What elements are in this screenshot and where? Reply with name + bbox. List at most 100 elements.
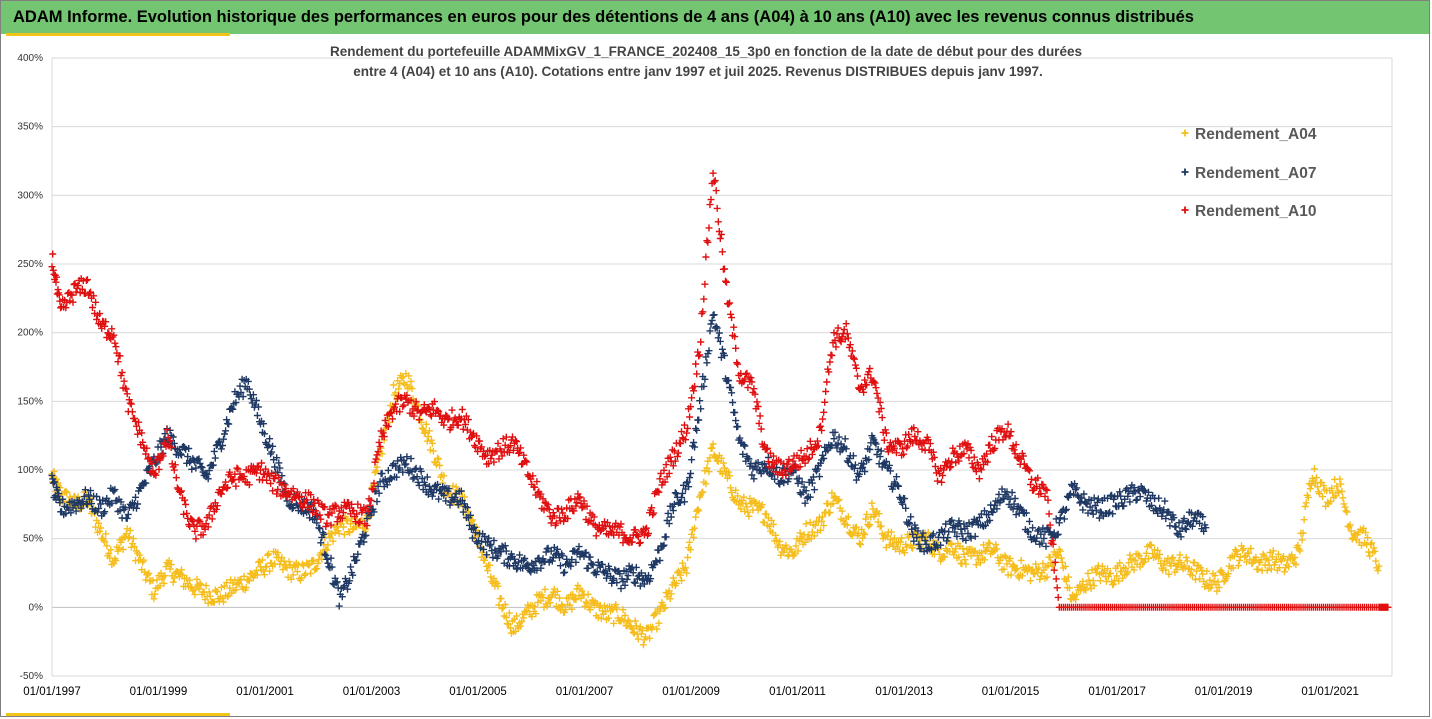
data-point — [314, 559, 322, 567]
data-point — [289, 571, 297, 579]
data-point — [1117, 492, 1125, 500]
data-point — [1300, 516, 1308, 524]
data-point — [105, 330, 113, 338]
data-point — [203, 471, 211, 478]
data-point — [590, 513, 598, 521]
data-point — [722, 277, 729, 285]
data-point — [151, 590, 159, 598]
data-point — [167, 444, 175, 451]
data-point — [687, 546, 695, 554]
data-point — [949, 444, 957, 452]
data-point — [741, 375, 749, 383]
data-point — [887, 528, 895, 536]
data-point — [171, 461, 179, 469]
data-point — [796, 529, 804, 537]
data-point — [605, 614, 613, 622]
data-point — [348, 500, 356, 508]
data-point — [886, 536, 894, 544]
data-point — [392, 462, 400, 470]
data-point — [815, 442, 822, 450]
data-point — [977, 466, 985, 474]
data-point — [530, 561, 538, 569]
data-point — [512, 627, 519, 635]
y-tick-label: 300% — [17, 190, 43, 201]
data-point — [499, 435, 507, 443]
y-tick-label: 150% — [17, 396, 43, 407]
data-point — [97, 500, 105, 508]
data-point — [435, 495, 443, 503]
data-point — [710, 178, 718, 186]
data-point — [571, 594, 579, 602]
data-point — [641, 525, 649, 533]
data-point — [221, 430, 228, 438]
gridlines — [51, 57, 1393, 677]
data-point — [1224, 570, 1232, 578]
data-point — [1263, 566, 1271, 574]
data-point — [1371, 547, 1379, 555]
data-point — [279, 491, 287, 499]
data-point — [1041, 492, 1049, 500]
data-point — [803, 494, 811, 502]
data-point — [1181, 206, 1189, 214]
data-point — [989, 508, 997, 516]
data-point — [1188, 522, 1196, 530]
data-point — [436, 462, 444, 469]
data-point — [509, 433, 516, 441]
data-point — [396, 464, 404, 472]
data-point — [706, 327, 714, 335]
data-point — [1247, 545, 1255, 552]
data-point — [479, 549, 487, 557]
data-point — [328, 530, 336, 538]
data-point — [637, 569, 645, 577]
data-point — [866, 365, 874, 372]
data-point — [1274, 550, 1282, 558]
data-point — [494, 582, 502, 590]
data-point — [393, 473, 401, 481]
data-point — [195, 585, 203, 593]
data-point — [142, 479, 150, 487]
data-point — [768, 464, 775, 472]
data-point — [1367, 540, 1375, 548]
data-point — [90, 292, 98, 300]
data-point — [94, 508, 102, 516]
data-point — [598, 561, 606, 568]
data-point — [789, 457, 797, 465]
data-point — [678, 428, 685, 436]
data-point — [876, 398, 884, 406]
data-point — [819, 451, 827, 459]
data-point — [849, 452, 857, 460]
data-point — [669, 462, 677, 470]
legend: Rendement_A04 Rendement_A07 Rendement_A10 — [1181, 126, 1317, 220]
data-point — [730, 323, 738, 331]
data-point — [269, 487, 277, 495]
data-point — [782, 541, 790, 549]
data-point — [1339, 494, 1347, 502]
data-point — [861, 376, 869, 384]
data-point — [249, 391, 257, 399]
data-point — [725, 377, 733, 384]
data-point — [521, 555, 529, 562]
data-point — [520, 614, 528, 622]
data-point — [444, 416, 452, 423]
data-point — [801, 499, 809, 507]
data-point — [1183, 519, 1191, 527]
legend-label: Rendement_A07 — [1195, 165, 1316, 182]
data-point — [414, 478, 422, 486]
data-point — [982, 522, 989, 529]
data-point — [553, 545, 561, 553]
data-point — [478, 443, 486, 451]
data-point — [472, 529, 480, 537]
data-point — [170, 466, 178, 474]
data-point — [741, 507, 749, 515]
data-point — [961, 556, 969, 564]
data-point — [748, 471, 756, 479]
data-point — [1000, 565, 1008, 573]
data-point — [955, 457, 963, 465]
data-point — [968, 460, 976, 467]
data-point — [1079, 577, 1087, 585]
data-point — [110, 487, 118, 495]
data-point — [1096, 577, 1104, 585]
data-point — [1384, 603, 1392, 611]
data-point — [237, 389, 245, 396]
data-point — [682, 564, 689, 572]
